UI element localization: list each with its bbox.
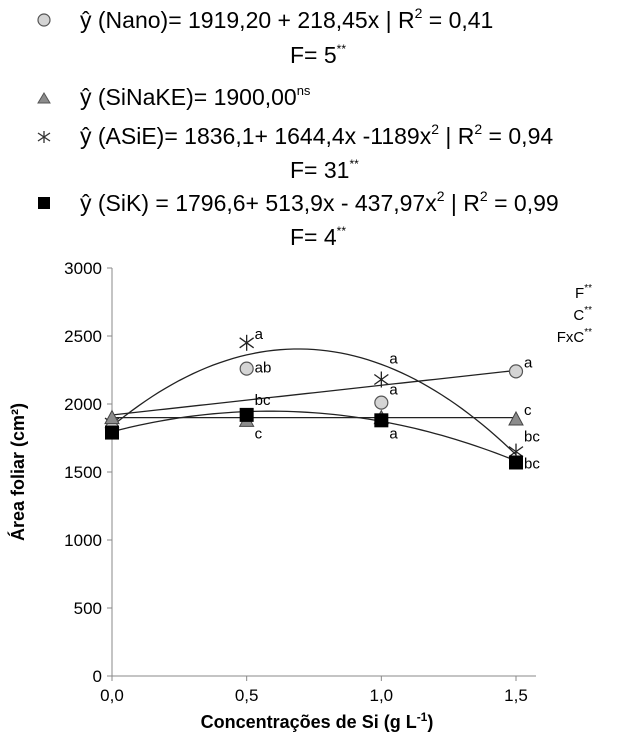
star-stroke bbox=[508, 446, 524, 458]
equation-sik: ŷ (SiK) = 1796,6+ 513,9x - 437,97x2 | R2… bbox=[80, 188, 559, 216]
point-nano bbox=[239, 361, 254, 376]
mean-letter-asie: bc bbox=[524, 429, 540, 446]
mean-letter-nano: a bbox=[389, 382, 398, 399]
axes: 0 500 1000 1500 2000 2500 3000 0,0 0,5 1,0 1,5 bbox=[64, 259, 536, 705]
mean-letter-asie: a bbox=[255, 326, 264, 343]
point-sinake bbox=[508, 410, 524, 426]
mean-letter-sik: bc bbox=[255, 392, 271, 409]
x-tick-label: 0,0 bbox=[100, 686, 124, 705]
data-points bbox=[104, 334, 524, 470]
square-marker-icon bbox=[38, 197, 50, 209]
point-asie bbox=[239, 334, 255, 351]
x-tick-label: 0,5 bbox=[235, 686, 259, 705]
y-tick-label: 2500 bbox=[64, 327, 102, 346]
star-stroke bbox=[373, 373, 389, 386]
point-sik bbox=[105, 425, 119, 440]
circle-marker-icon bbox=[37, 13, 51, 27]
mean-letter-nano: ab bbox=[255, 360, 272, 377]
equation-nano: ŷ (Nano)= 1919,20 + 218,45x | R2 = 0,41 bbox=[80, 5, 493, 33]
x-tick-label: 1,0 bbox=[370, 686, 394, 705]
legend-entry-nano: ŷ (Nano)= 1919,20 + 218,45x | R2 = 0,41 … bbox=[37, 5, 493, 68]
mean-letter-sinake: c bbox=[524, 402, 532, 419]
equation-sinake: ŷ (SiNaKE)= 1900,00ns bbox=[80, 83, 311, 110]
legend-entry-sik: ŷ (SiK) = 1796,6+ 513,9x - 437,97x2 | R2… bbox=[38, 188, 559, 250]
y-tick-label: 500 bbox=[74, 599, 102, 618]
y-tick-label: 3000 bbox=[64, 259, 102, 278]
legend-entry-asie: ŷ (ASiE)= 1836,1+ 1644,4x -1189x2 | R2 =… bbox=[37, 121, 553, 183]
f-test-sik: F= 4** bbox=[290, 224, 346, 250]
point-asie bbox=[373, 371, 389, 388]
y-tick-label: 1000 bbox=[64, 531, 102, 550]
fit-curve-asie bbox=[111, 348, 517, 456]
point-sik bbox=[239, 407, 254, 422]
significance-block: F** C** FxC** bbox=[557, 283, 592, 346]
point-nano bbox=[508, 364, 524, 379]
significance-f: F** bbox=[575, 283, 592, 302]
fit-curves bbox=[111, 348, 517, 462]
point-sinake bbox=[104, 409, 120, 425]
fit-curve-sik bbox=[111, 410, 517, 462]
legend: ŷ (Nano)= 1919,20 + 218,45x | R2 = 0,41 … bbox=[37, 5, 559, 250]
equation-asie: ŷ (ASiE)= 1836,1+ 1644,4x -1189x2 | R2 =… bbox=[80, 121, 553, 149]
significance-c: C** bbox=[573, 305, 592, 324]
y-tick-label: 0 bbox=[93, 667, 102, 686]
x-tick-label: 1,5 bbox=[504, 686, 528, 705]
point-sik bbox=[509, 455, 523, 470]
significance-fxc: FxC** bbox=[557, 327, 592, 346]
mean-letter-nano: a bbox=[524, 354, 533, 371]
x-axis-title: Concentrações de Si (g L-1) bbox=[201, 710, 434, 732]
f-test-nano: F= 5** bbox=[290, 42, 346, 68]
star-stroke bbox=[239, 337, 255, 349]
mean-letter-asie: a bbox=[389, 351, 398, 368]
fit-curve-nano bbox=[111, 369, 517, 416]
star-marker-icon bbox=[37, 131, 51, 143]
mean-letter-sik: bc bbox=[524, 455, 540, 472]
y-axis-title: Área foliar (cm²) bbox=[7, 403, 28, 541]
point-sik bbox=[374, 413, 389, 428]
mean-letter-sik: a bbox=[389, 425, 398, 442]
point-nano bbox=[374, 395, 389, 410]
triangle-marker-icon bbox=[37, 92, 51, 104]
mean-letter-sinake: c bbox=[255, 425, 263, 442]
plot-area: 0 500 1000 1500 2000 2500 3000 0,0 0,5 1,0 1,5 ab a… bbox=[64, 259, 540, 705]
y-tick-label: 1500 bbox=[64, 463, 102, 482]
y-tick-label: 2000 bbox=[64, 395, 102, 414]
legend-entry-sinake: ŷ (SiNaKE)= 1900,00ns bbox=[37, 83, 311, 110]
f-test-asie: F= 31** bbox=[290, 157, 359, 183]
